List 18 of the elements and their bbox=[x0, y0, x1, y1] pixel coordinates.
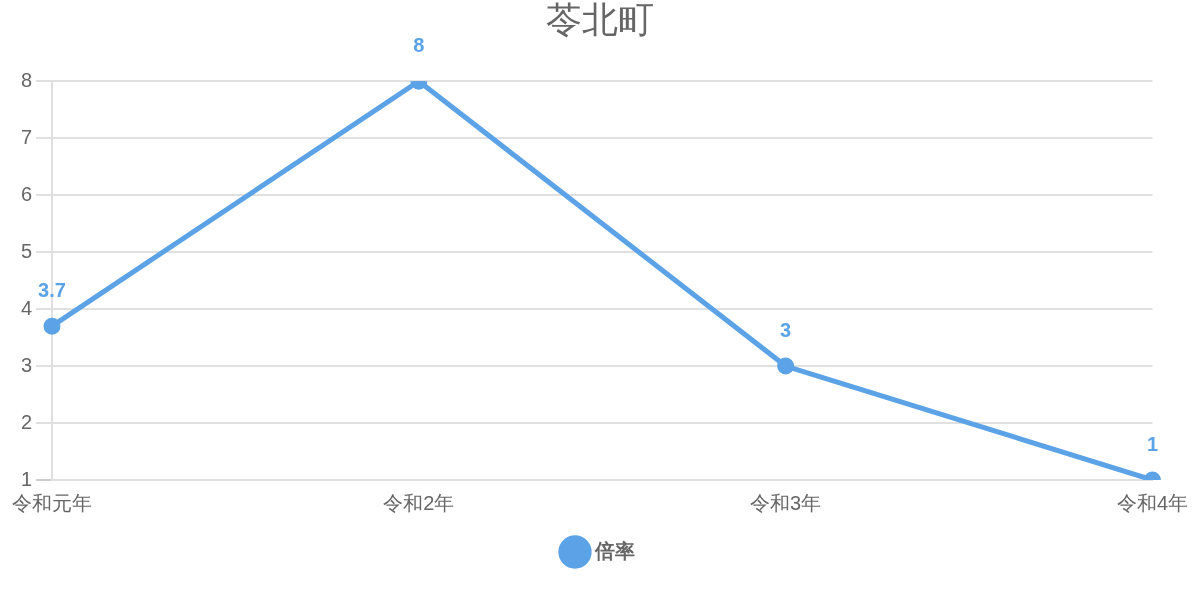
data-label: 1 bbox=[1146, 432, 1158, 455]
data-label: 3 bbox=[780, 318, 792, 341]
x-tick-label: 令和元年 bbox=[12, 491, 92, 514]
y-tick-label: 4 bbox=[20, 296, 32, 319]
data-label: 3.7 bbox=[38, 278, 66, 301]
chart-title: 苓北町 bbox=[546, 0, 654, 40]
y-tick-label: 1 bbox=[20, 467, 32, 490]
x-tick-label: 令和3年 bbox=[750, 491, 822, 514]
data-label: 8 bbox=[413, 33, 425, 56]
y-tick-label: 2 bbox=[20, 410, 32, 433]
legend-label: 倍率 bbox=[594, 539, 635, 562]
y-tick-label: 5 bbox=[20, 239, 32, 262]
y-tick-label: 3 bbox=[20, 353, 32, 376]
y-tick-label: 8 bbox=[20, 68, 32, 91]
x-tick-label: 令和4年 bbox=[1116, 491, 1188, 514]
x-tick-label: 令和2年 bbox=[383, 491, 455, 514]
y-tick-label: 7 bbox=[20, 125, 32, 148]
y-tick-label: 6 bbox=[20, 182, 32, 205]
